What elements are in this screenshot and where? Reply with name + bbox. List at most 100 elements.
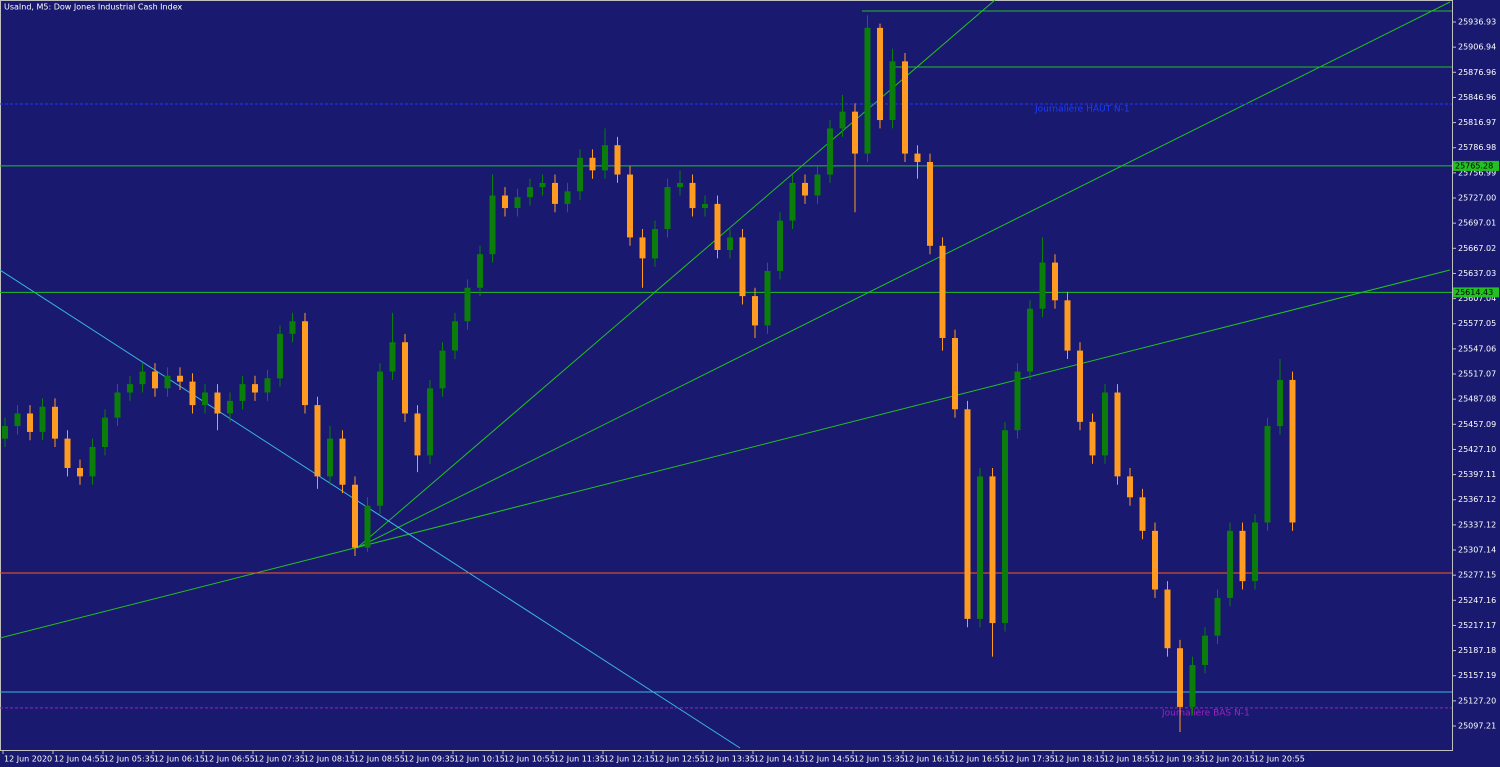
candle-body bbox=[289, 321, 296, 334]
x-tick-label: 12 Jun 16:15 bbox=[904, 755, 955, 764]
candle-body bbox=[1139, 497, 1146, 531]
candle-body bbox=[1039, 262, 1046, 309]
candle-body bbox=[252, 384, 258, 393]
x-tick-label: 12 Jun 06:15 bbox=[154, 755, 205, 764]
candle-body bbox=[664, 187, 671, 230]
candle-body bbox=[1064, 300, 1071, 351]
x-tick-label: 12 Jun 18:15 bbox=[1054, 755, 1105, 764]
candle-body bbox=[764, 270, 771, 326]
candle-body bbox=[964, 409, 971, 619]
x-tick-label: 12 Jun 12:55 bbox=[654, 755, 705, 764]
candle-body bbox=[39, 406, 46, 432]
candle-body bbox=[1102, 392, 1108, 456]
y-tick-label: 25786.98 bbox=[1458, 143, 1496, 152]
x-tick-label: 12 Jun 19:35 bbox=[1154, 755, 1205, 764]
y-tick-label: 25247.16 bbox=[1458, 596, 1496, 605]
x-tick-label: 12 Jun 05:35 bbox=[104, 755, 155, 764]
candle-body bbox=[364, 505, 371, 548]
y-tick-label: 25097.21 bbox=[1458, 722, 1496, 731]
candle-body bbox=[52, 406, 58, 439]
candle-body bbox=[552, 182, 558, 204]
y-tick-label: 25906.94 bbox=[1458, 43, 1496, 52]
x-tick-label: 12 Jun 08:55 bbox=[354, 755, 405, 764]
candle-body bbox=[614, 145, 621, 175]
candle-body bbox=[1014, 371, 1021, 431]
trendline bbox=[356, 0, 996, 549]
candle-body bbox=[889, 61, 896, 121]
candle-body bbox=[1214, 597, 1221, 636]
candle-body bbox=[427, 388, 433, 456]
y-tick-label: 25157.19 bbox=[1458, 671, 1496, 680]
x-tick-label: 12 Jun 11:35 bbox=[554, 755, 605, 764]
candle-body bbox=[239, 384, 246, 401]
x-tick-label: 12 Jun 09:35 bbox=[404, 755, 455, 764]
candle-body bbox=[464, 287, 471, 322]
candle-body bbox=[927, 161, 933, 246]
candle-body bbox=[839, 111, 846, 129]
candle-body bbox=[977, 476, 983, 619]
candle-body bbox=[652, 229, 658, 259]
y-tick-label: 25846.96 bbox=[1458, 93, 1496, 102]
x-tick-label: 12 Jun 12:15 bbox=[604, 755, 655, 764]
candle-body bbox=[177, 375, 183, 382]
candle-body bbox=[802, 182, 808, 196]
candle-body bbox=[189, 381, 196, 406]
x-tick-label: 12 Jun 13:35 bbox=[704, 755, 755, 764]
x-tick-label: 12 Jun 06:55 bbox=[204, 755, 255, 764]
x-tick-label: 12 Jun 15:35 bbox=[854, 755, 905, 764]
x-tick-label: 12 Jun 14:15 bbox=[754, 755, 805, 764]
candle-body bbox=[1002, 430, 1008, 624]
level-price-box bbox=[1453, 287, 1499, 298]
candle-body bbox=[577, 157, 583, 192]
candle-body bbox=[227, 400, 233, 414]
x-tick-label: 12 Jun 18:55 bbox=[1104, 755, 1155, 764]
candle-body bbox=[639, 237, 646, 259]
candle-body bbox=[1264, 426, 1271, 523]
x-tick-label: 12 Jun 04:55 bbox=[54, 755, 105, 764]
candle-body bbox=[914, 153, 921, 162]
candle-body bbox=[677, 182, 683, 188]
candle-body bbox=[739, 237, 746, 297]
plot-border bbox=[0, 0, 1453, 751]
candle-body bbox=[627, 174, 633, 238]
candle-body bbox=[202, 392, 208, 406]
y-tick-label: 25517.07 bbox=[1458, 370, 1496, 379]
candle-body bbox=[589, 157, 596, 171]
candle-body bbox=[789, 182, 796, 221]
y-tick-label: 25876.96 bbox=[1458, 68, 1496, 77]
candle-body bbox=[1027, 308, 1033, 372]
level-text: Journalière BAS N-1 bbox=[1161, 707, 1250, 718]
candle-body bbox=[752, 296, 758, 326]
candle-body bbox=[164, 375, 171, 389]
level-price: 25614.43 bbox=[1455, 288, 1493, 297]
drawings bbox=[0, 0, 1452, 749]
y-tick-label: 25727.00 bbox=[1458, 194, 1496, 203]
y-tick-label: 25427.10 bbox=[1458, 445, 1496, 454]
y-tick-label: 25487.08 bbox=[1458, 395, 1496, 404]
candle-body bbox=[452, 321, 458, 351]
y-tick-label: 25667.02 bbox=[1458, 244, 1496, 253]
candle-body bbox=[864, 27, 871, 154]
candle-body bbox=[139, 371, 146, 385]
candle-body bbox=[989, 476, 996, 624]
y-tick-label: 25936.93 bbox=[1458, 18, 1496, 27]
level-text: Journalière HAUT N-1 bbox=[1034, 104, 1130, 115]
chart-title: UsaInd, M5: Dow Jones Industrial Cash In… bbox=[4, 3, 182, 12]
candle-body bbox=[14, 413, 21, 427]
candle-body bbox=[527, 187, 533, 198]
candle-body bbox=[439, 350, 446, 389]
candle-body bbox=[339, 438, 346, 485]
level-price-box bbox=[1453, 160, 1499, 171]
candle-body bbox=[827, 128, 833, 175]
x-tick-label: 12 Jun 20:15 bbox=[1204, 755, 1255, 764]
candle-body bbox=[727, 237, 733, 250]
candle-body bbox=[539, 182, 546, 188]
trendline bbox=[0, 269, 1451, 639]
candle-body bbox=[702, 203, 708, 209]
candle-body bbox=[514, 197, 521, 209]
y-tick-label: 25367.12 bbox=[1458, 495, 1496, 504]
candle-body bbox=[1077, 350, 1083, 422]
x-tick-label: 12 Jun 2020 bbox=[4, 755, 52, 764]
